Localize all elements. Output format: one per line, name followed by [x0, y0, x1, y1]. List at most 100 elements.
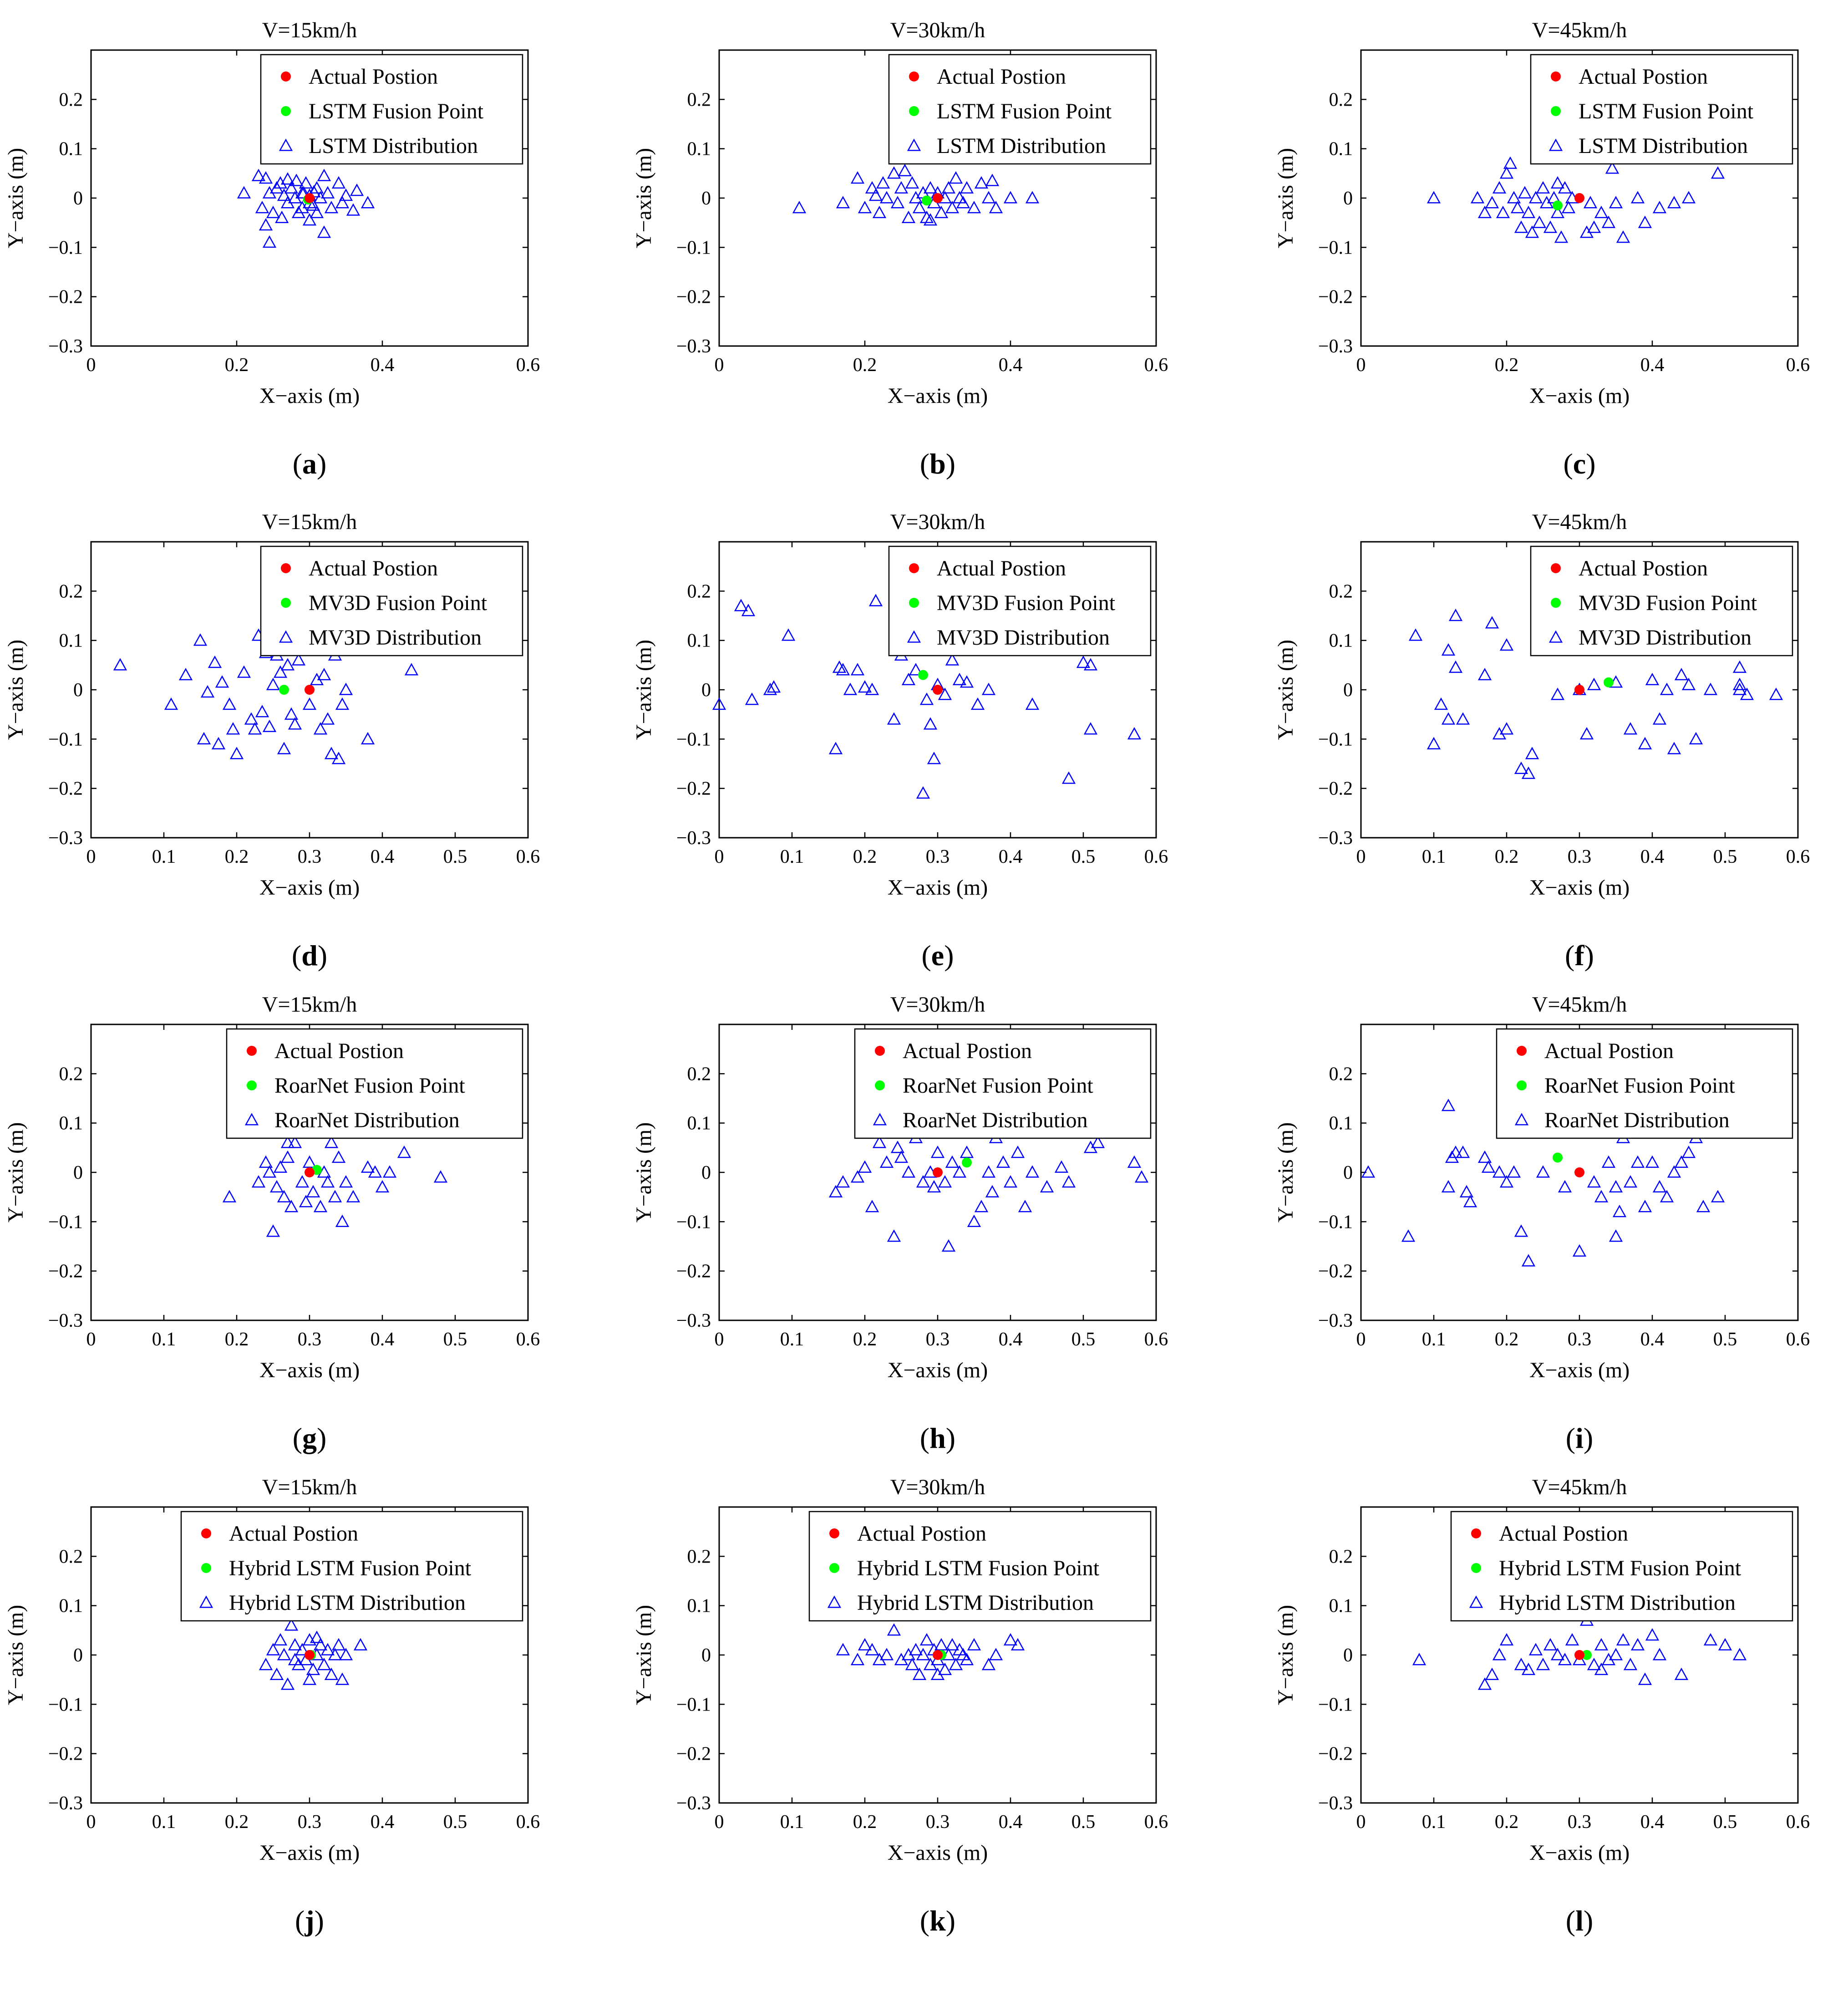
panel-h: V=30km/h 0 0.1 0.2 0.3 0.4 0.5 0.6 −0.3 −0.2 −0.1 0… [632, 993, 1168, 1454]
distribution-point [890, 1141, 905, 1153]
distribution-point [850, 171, 865, 184]
actual-position-point [1574, 1650, 1584, 1660]
y-tick-label: −0.2 [48, 1261, 83, 1282]
distribution-point [1010, 1638, 1025, 1650]
legend-box [226, 1028, 523, 1139]
x-tick-label: 0.6 [516, 1329, 540, 1350]
y-tick-label: 0 [701, 1645, 711, 1666]
y-tick-label: −0.3 [1318, 1793, 1353, 1814]
distribution-point [1441, 1180, 1456, 1193]
legend-box [808, 1511, 1152, 1622]
distribution-point [1510, 201, 1525, 214]
distribution-point [901, 672, 916, 685]
distribution-point [916, 1648, 930, 1660]
legend-box [1530, 54, 1793, 165]
y-tick-label: −0.3 [676, 828, 711, 849]
y-tick-label: −0.2 [676, 779, 711, 799]
y-tick-label: 0 [1343, 1645, 1353, 1666]
legend-entry-label: RoarNet Fusion Point [903, 1074, 1093, 1098]
x-tick-label: 0.4 [999, 1812, 1023, 1833]
x-tick-label: 0 [86, 846, 96, 867]
legend-box [854, 1028, 1152, 1139]
distribution-point [302, 213, 317, 226]
distribution-point [1536, 1165, 1550, 1178]
distribution-point [865, 181, 879, 193]
x-axis-label: X−axis (m) [259, 1358, 360, 1382]
y-tick-label: 0 [73, 188, 83, 209]
distribution-point [335, 697, 350, 710]
distribution-point [1601, 1155, 1616, 1168]
y-tick-label: −0.2 [1318, 1261, 1353, 1282]
x-axis-label: X−axis (m) [259, 384, 360, 408]
panel-caption: (a) [293, 448, 327, 480]
distribution-point [251, 168, 266, 181]
legend-entry-label: RoarNet Distribution [274, 1108, 460, 1132]
legend: Actual Postion Hybrid LSTM Fusion Point Hy… [808, 1511, 1152, 1622]
distribution-point [1601, 215, 1616, 228]
distribution-point [1638, 1672, 1652, 1685]
distribution-point [266, 1643, 280, 1655]
distribution-point [273, 665, 288, 678]
distribution-point [1638, 737, 1652, 749]
distribution-point [324, 1135, 339, 1148]
distribution-point [404, 663, 419, 676]
distribution-point [1003, 1633, 1018, 1646]
x-tick-label: 0.2 [853, 1812, 877, 1833]
panel-letter: b [929, 448, 946, 480]
y-tick-label: 0.2 [1329, 581, 1353, 602]
distribution-point [1521, 1662, 1536, 1675]
x-tick-label: 0.1 [1422, 1329, 1446, 1350]
distribution-point [229, 747, 244, 759]
distribution-point [302, 1672, 317, 1685]
legend-entry-label: Hybrid LSTM Distribution [229, 1591, 466, 1615]
distribution-point [1463, 1195, 1477, 1207]
distribution-point [901, 1165, 916, 1178]
distribution-point [368, 1165, 382, 1178]
chart-title: V=45km/h [1532, 1475, 1627, 1499]
distribution-point [1550, 176, 1565, 189]
legend-entry-label: Hybrid LSTM Fusion Point [857, 1556, 1100, 1580]
panel-caption: (l) [1566, 1904, 1593, 1937]
distribution-point [1711, 166, 1725, 179]
x-tick-label: 0 [715, 1812, 724, 1833]
distribution-point [734, 599, 748, 611]
fusion-point [1553, 200, 1563, 211]
y-tick-label: 0 [1343, 188, 1353, 209]
panel-i: V=45km/h 0 0.1 0.2 0.3 0.4 0.5 0.6 −0.3 −0.2 −0.1 0… [1274, 993, 1810, 1454]
distribution-point [1612, 1205, 1627, 1217]
legend: Actual Postion MV3D Fusion Point MV3D Dist… [260, 545, 523, 657]
distribution-point [262, 719, 277, 732]
x-tick-label: 0 [715, 846, 724, 867]
panel-d: V=15km/h 0 0.1 0.2 0.3 0.4 0.5 0.6 −0.3 −0.2 −0.1 0… [4, 510, 540, 972]
legend-triangle-marker [1514, 1113, 1529, 1125]
distribution-point [1083, 658, 1098, 671]
legend: Actual Postion MV3D Fusion Point MV3D Dist… [888, 545, 1152, 657]
distribution-point [1554, 230, 1569, 243]
y-tick-label: −0.2 [1318, 287, 1353, 308]
actual-position-point [305, 193, 315, 203]
legend-box [1496, 1028, 1793, 1139]
panel-c: V=45km/h 0 0.2 0.4 0.6 −0.3 −0.2 −0.1 0 0.1 0.2 X−a… [1274, 18, 1810, 480]
legend-triangle-marker [199, 1595, 213, 1608]
x-axis-label: X−axis (m) [1529, 876, 1630, 900]
y-tick-label: 0.2 [1329, 1546, 1353, 1567]
y-tick-label: 0 [701, 1162, 711, 1183]
x-tick-label: 0.5 [1713, 1812, 1737, 1833]
legend-entry-label: MV3D Fusion Point [309, 591, 487, 615]
y-tick-label: −0.3 [1318, 336, 1353, 357]
legend-entry-label: LSTM Fusion Point [1579, 99, 1754, 123]
distribution-point [1594, 1662, 1609, 1675]
distribution-point [1579, 727, 1594, 740]
y-axis-label: Y−axis (m) [632, 148, 656, 248]
distribution-point [1427, 191, 1441, 204]
distribution-point [912, 1667, 927, 1680]
y-tick-label: 0 [701, 680, 711, 701]
legend-dot-marker [1517, 1046, 1527, 1056]
distribution-point [741, 604, 756, 616]
legend-triangle-marker [1548, 138, 1563, 151]
distribution-point [1518, 186, 1532, 199]
panel-letter: j [304, 1904, 314, 1937]
distribution-point [887, 1229, 901, 1242]
distribution-point [397, 1146, 411, 1158]
